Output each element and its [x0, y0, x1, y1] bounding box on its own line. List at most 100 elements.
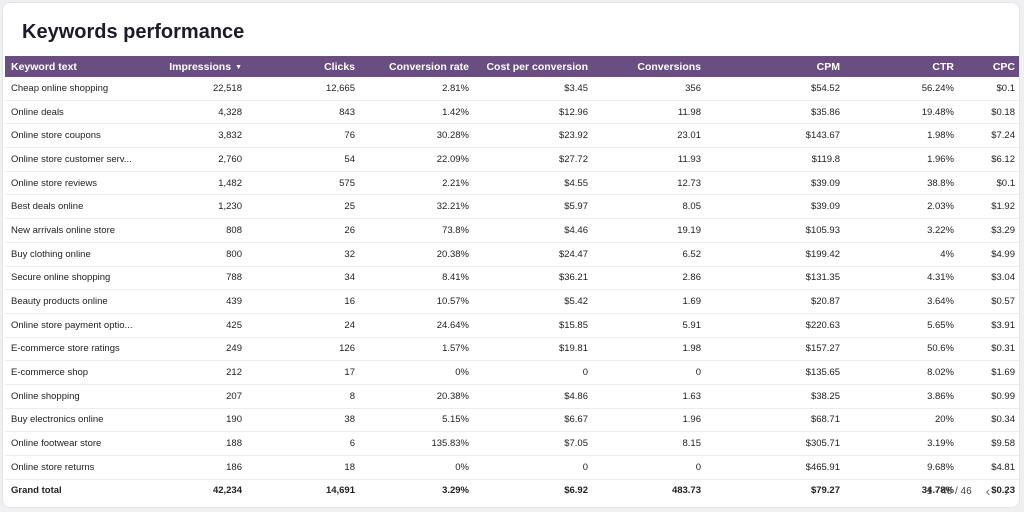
- metric-cell: 30.28%: [361, 123, 475, 149]
- total-cell: 483.73: [594, 478, 707, 501]
- keyword-cell: Online store returns: [5, 455, 142, 480]
- metric-cell: 24.64%: [361, 313, 475, 338]
- metric-cell: 1.98%: [846, 123, 960, 149]
- keyword-cell: Online store customer serv...: [5, 147, 142, 172]
- header-label: CPM: [816, 60, 840, 73]
- total-cell: 34.78%: [846, 478, 960, 501]
- metric-cell: $199.42: [707, 242, 846, 267]
- metric-cell: 11.98: [594, 100, 707, 125]
- metric-cell: 6: [248, 431, 361, 456]
- header-impressions[interactable]: Impressions ▼: [142, 56, 248, 77]
- table-row: Online store returns 186 18 0% 0 0 $465.91 9.68…: [5, 455, 1019, 480]
- metric-cell: 56.24%: [846, 77, 960, 101]
- metric-cell: $38.25: [707, 384, 846, 409]
- header-cpm[interactable]: CPM: [707, 56, 846, 77]
- metric-cell: $0.99: [960, 384, 1019, 409]
- table-row: Best deals online 1,230 25 32.21% $5.97 8.05 $…: [5, 194, 1019, 220]
- total-cell: 14,691: [248, 478, 361, 501]
- metric-cell: 20.38%: [361, 242, 475, 267]
- metric-cell: 12,665: [248, 77, 361, 101]
- metric-cell: $7.24: [960, 123, 1019, 149]
- keyword-cell: Online store payment optio...: [5, 313, 142, 338]
- metric-cell: 1.63: [594, 384, 707, 409]
- metric-cell: 5.91: [594, 313, 707, 338]
- metric-cell: 22.09%: [361, 147, 475, 172]
- header-label: Keyword text: [11, 60, 77, 73]
- metric-cell: 0: [594, 455, 707, 480]
- total-cell: 3.29%: [361, 478, 475, 501]
- metric-cell: 2.21%: [361, 171, 475, 196]
- metric-cell: $15.85: [475, 313, 594, 338]
- metric-cell: $6.12: [960, 147, 1019, 172]
- metric-cell: 73.8%: [361, 218, 475, 243]
- page-title: Keywords performance: [22, 21, 245, 43]
- keyword-cell: Online store coupons: [5, 123, 142, 149]
- header-keyword-text[interactable]: Keyword text: [5, 56, 142, 77]
- table-body: Cheap online shopping 22,518 12,665 2.81% $3…: [5, 77, 1019, 480]
- metric-cell: 19.19: [594, 218, 707, 243]
- keyword-cell: Online footwear store: [5, 431, 142, 456]
- metric-cell: 4,328: [142, 100, 248, 125]
- metric-cell: 0: [475, 455, 594, 480]
- metric-cell: 2.86: [594, 266, 707, 291]
- metric-cell: 9.68%: [846, 455, 960, 480]
- metric-cell: 26: [248, 218, 361, 243]
- grand-total-row: Grand total 42,234 14,691 3.29% $6.92 48…: [5, 478, 1019, 501]
- total-cell: Grand total: [5, 478, 142, 501]
- metric-cell: 38.8%: [846, 171, 960, 196]
- metric-cell: 190: [142, 408, 248, 433]
- metric-cell: 20.38%: [361, 384, 475, 409]
- metric-cell: 23.01: [594, 123, 707, 149]
- metric-cell: $39.09: [707, 171, 846, 196]
- metric-cell: $0.18: [960, 100, 1019, 125]
- metric-cell: $3.29: [960, 218, 1019, 243]
- metric-cell: $4.86: [475, 384, 594, 409]
- metric-cell: 3,832: [142, 123, 248, 149]
- table-row: Buy clothing online 800 32 20.38% $24.47 6.52…: [5, 242, 1019, 267]
- metric-cell: 3.22%: [846, 218, 960, 243]
- table-row: Online footwear store 188 6 135.83% $7.05 8.1…: [5, 431, 1019, 456]
- metric-cell: 5.65%: [846, 313, 960, 338]
- header-label: Conversion rate: [389, 60, 469, 73]
- header-ctr[interactable]: CTR: [846, 56, 960, 77]
- table-row: E-commerce shop 212 17 0% 0 0 $135.65 8.02% $1.6…: [5, 360, 1019, 385]
- metric-cell: 38: [248, 408, 361, 433]
- metric-cell: 8: [248, 384, 361, 409]
- metric-cell: 0%: [361, 455, 475, 480]
- header-conversion-rate[interactable]: Conversion rate: [361, 56, 475, 77]
- sort-desc-icon[interactable]: ▼: [235, 63, 242, 71]
- metric-cell: $305.71: [707, 431, 846, 456]
- metric-cell: 800: [142, 242, 248, 267]
- metric-cell: $0.34: [960, 408, 1019, 433]
- metric-cell: $5.42: [475, 289, 594, 314]
- metric-cell: 3.64%: [846, 289, 960, 314]
- metric-cell: $0.1: [960, 171, 1019, 196]
- header-cost-per-conversion[interactable]: Cost per conversion: [475, 56, 594, 77]
- metric-cell: 17: [248, 360, 361, 385]
- metric-cell: 843: [248, 100, 361, 125]
- keyword-cell: Online store reviews: [5, 171, 142, 196]
- header-label: Clicks: [324, 60, 355, 73]
- metric-cell: $27.72: [475, 147, 594, 172]
- metric-cell: 0: [594, 360, 707, 385]
- metric-cell: 1,482: [142, 171, 248, 196]
- metric-cell: $7.05: [475, 431, 594, 456]
- chevron-right-icon[interactable]: ›: [1004, 483, 1009, 499]
- metric-cell: 186: [142, 455, 248, 480]
- header-cpc[interactable]: CPC: [960, 56, 1019, 77]
- metric-cell: 439: [142, 289, 248, 314]
- table-row: Online deals 4,328 843 1.42% $12.96 11.98 $35.…: [5, 100, 1019, 125]
- header-conversions[interactable]: Conversions: [594, 56, 707, 77]
- metric-cell: 788: [142, 266, 248, 291]
- header-clicks[interactable]: Clicks: [248, 56, 361, 77]
- metric-cell: 425: [142, 313, 248, 338]
- metric-cell: 2,760: [142, 147, 248, 172]
- metric-cell: 212: [142, 360, 248, 385]
- metric-cell: 0%: [361, 360, 475, 385]
- metric-cell: 8.05: [594, 194, 707, 220]
- metric-cell: $1.69: [960, 360, 1019, 385]
- chevron-left-icon[interactable]: ‹: [985, 483, 991, 499]
- metric-cell: 32: [248, 242, 361, 267]
- keyword-cell: Best deals online: [5, 194, 142, 220]
- metric-cell: 8.02%: [846, 360, 960, 385]
